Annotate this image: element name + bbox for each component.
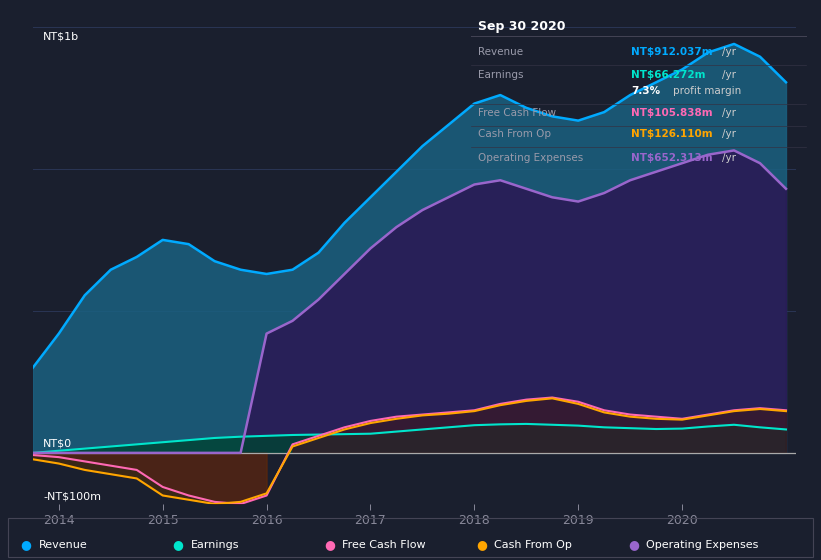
Text: NT$126.110m: NT$126.110m (631, 129, 713, 139)
Text: NT$66.272m: NT$66.272m (631, 70, 706, 80)
Text: Operating Expenses: Operating Expenses (478, 152, 583, 162)
Text: /yr: /yr (722, 70, 736, 80)
Text: 7.3%: 7.3% (631, 86, 660, 96)
Text: ●: ● (21, 538, 31, 552)
Text: ●: ● (172, 538, 183, 552)
Text: /yr: /yr (722, 108, 736, 118)
Text: Free Cash Flow: Free Cash Flow (342, 540, 426, 550)
Text: /yr: /yr (722, 47, 736, 57)
Text: ●: ● (628, 538, 639, 552)
Text: Cash From Op: Cash From Op (494, 540, 572, 550)
Text: -NT$100m: -NT$100m (44, 492, 101, 502)
Text: Earnings: Earnings (190, 540, 239, 550)
Text: Operating Expenses: Operating Expenses (646, 540, 759, 550)
Text: Cash From Op: Cash From Op (478, 129, 551, 139)
Text: NT$652.313m: NT$652.313m (631, 152, 713, 162)
Text: /yr: /yr (722, 129, 736, 139)
Text: NT$105.838m: NT$105.838m (631, 108, 713, 118)
Text: Revenue: Revenue (478, 47, 523, 57)
Text: Free Cash Flow: Free Cash Flow (478, 108, 556, 118)
Text: ●: ● (324, 538, 335, 552)
Text: Revenue: Revenue (39, 540, 87, 550)
Text: ●: ● (476, 538, 487, 552)
Text: Earnings: Earnings (478, 70, 523, 80)
Text: NT$1b: NT$1b (44, 31, 80, 41)
Text: NT$0: NT$0 (44, 438, 72, 449)
Text: NT$912.037m: NT$912.037m (631, 47, 713, 57)
Text: profit margin: profit margin (673, 86, 741, 96)
Text: Sep 30 2020: Sep 30 2020 (478, 20, 566, 33)
Text: /yr: /yr (722, 152, 736, 162)
